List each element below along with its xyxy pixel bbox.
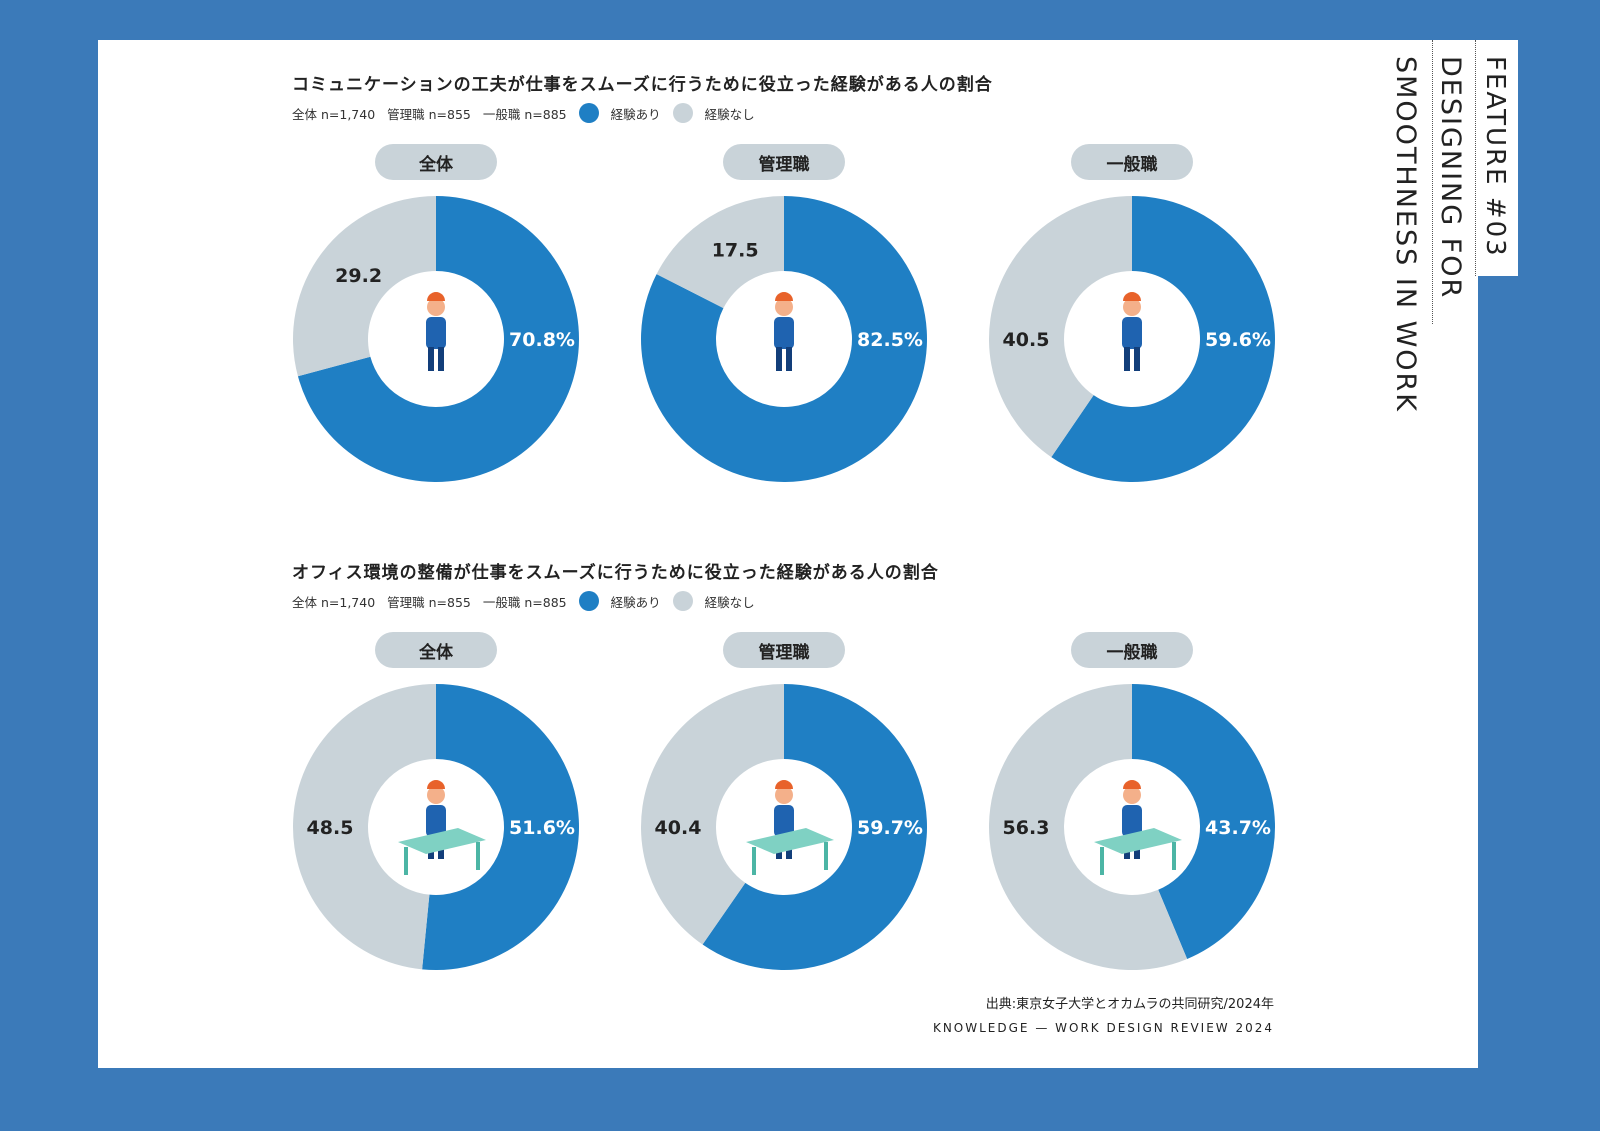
feature-tab [1478, 40, 1518, 276]
legend-swatch-yes [578, 103, 599, 123]
legend-label: 経験なし [704, 106, 755, 122]
slice-no [293, 196, 436, 377]
person-illustration [398, 780, 486, 875]
value-label-yes: 43.7% [1205, 817, 1271, 839]
slice-no [641, 684, 784, 945]
headline-line1: DESIGNING FOR [1435, 56, 1466, 300]
legend-label: 経験なし [704, 594, 755, 610]
legend-swatch-no [672, 591, 693, 611]
legend-swatch-yes [578, 591, 599, 611]
sample-size: 全体 n=1,740 [292, 106, 376, 122]
legend: 全体 n=1,740 管理職 n=855 一般職 n=885 経験あり 経験なし [292, 591, 755, 611]
donut-chart: 59.6% 40.5 [989, 196, 1275, 482]
slice-yes [702, 684, 927, 970]
value-label-yes: 82.5% [857, 329, 923, 351]
group-label: 一般職 [1071, 632, 1193, 668]
slice-yes [297, 196, 579, 482]
headline-line2: SMOOTHNESS IN WORK [1390, 56, 1421, 414]
source-note: 出典:東京女子大学とオカムラの共同研究/2024年 [985, 997, 1274, 1012]
chart-title: オフィス環境の整備が仕事をスムーズに行うために役立った経験がある人の割合 [292, 563, 939, 583]
slice-no [656, 196, 784, 309]
slice-no [989, 196, 1132, 458]
legend-label: 経験あり [610, 594, 661, 610]
group-label: 一般職 [1071, 144, 1193, 180]
sample-size: 管理職 n=855 [387, 594, 471, 610]
donut-chart: 59.7% 40.4 [641, 684, 927, 970]
group-label: 管理職 [723, 632, 845, 668]
value-label-no: 56.3 [1003, 817, 1050, 839]
value-label-no: 40.4 [655, 817, 702, 839]
person-illustration [426, 292, 446, 371]
chart-title: コミュニケーションの工夫が仕事をスムーズに行うために役立った経験がある人の割合 [292, 75, 993, 95]
sample-size: 一般職 n=885 [482, 594, 567, 610]
feature-label: FEATURE #03 [1480, 56, 1510, 258]
group-label: 全体 [375, 144, 497, 180]
slice-no [292, 684, 436, 970]
value-label-no: 40.5 [1003, 329, 1050, 351]
slice-yes [422, 684, 580, 970]
person-illustration [1122, 292, 1142, 371]
donut-chart: 51.6% 48.5 [292, 684, 580, 970]
value-label-yes: 59.6% [1205, 329, 1271, 351]
donut-chart: 43.7% 56.3 [989, 684, 1275, 970]
sample-size: 全体 n=1,740 [292, 594, 376, 610]
sample-size: 一般職 n=885 [482, 106, 567, 122]
slice-yes [1132, 684, 1275, 959]
slice-no [989, 684, 1188, 970]
legend-label: 経験あり [610, 106, 661, 122]
group-label: 全体 [375, 632, 497, 668]
credit: KNOWLEDGE — WORK DESIGN REVIEW 2024 [932, 1021, 1274, 1035]
slice-yes [1051, 196, 1275, 482]
group-label: 管理職 [723, 144, 845, 180]
value-label-no: 48.5 [307, 817, 354, 839]
person-illustration [746, 780, 834, 875]
person-illustration [774, 292, 794, 371]
donut-chart: 82.5% 17.5 [641, 196, 927, 482]
divider [1432, 40, 1433, 324]
legend-swatch-no [672, 103, 693, 123]
value-label-no: 17.5 [712, 239, 759, 261]
person-illustration [1094, 780, 1182, 875]
donut-chart: 70.8% 29.2 [293, 196, 579, 482]
divider [1475, 40, 1476, 276]
value-label-no: 29.2 [335, 265, 382, 287]
slice-yes [641, 196, 927, 482]
value-label-yes: 70.8% [509, 329, 575, 351]
value-label-yes: 51.6% [509, 817, 575, 839]
sample-size: 管理職 n=855 [387, 106, 471, 122]
legend: 全体 n=1,740 管理職 n=855 一般職 n=885 経験あり 経験なし [292, 103, 755, 123]
value-label-yes: 59.7% [857, 817, 923, 839]
